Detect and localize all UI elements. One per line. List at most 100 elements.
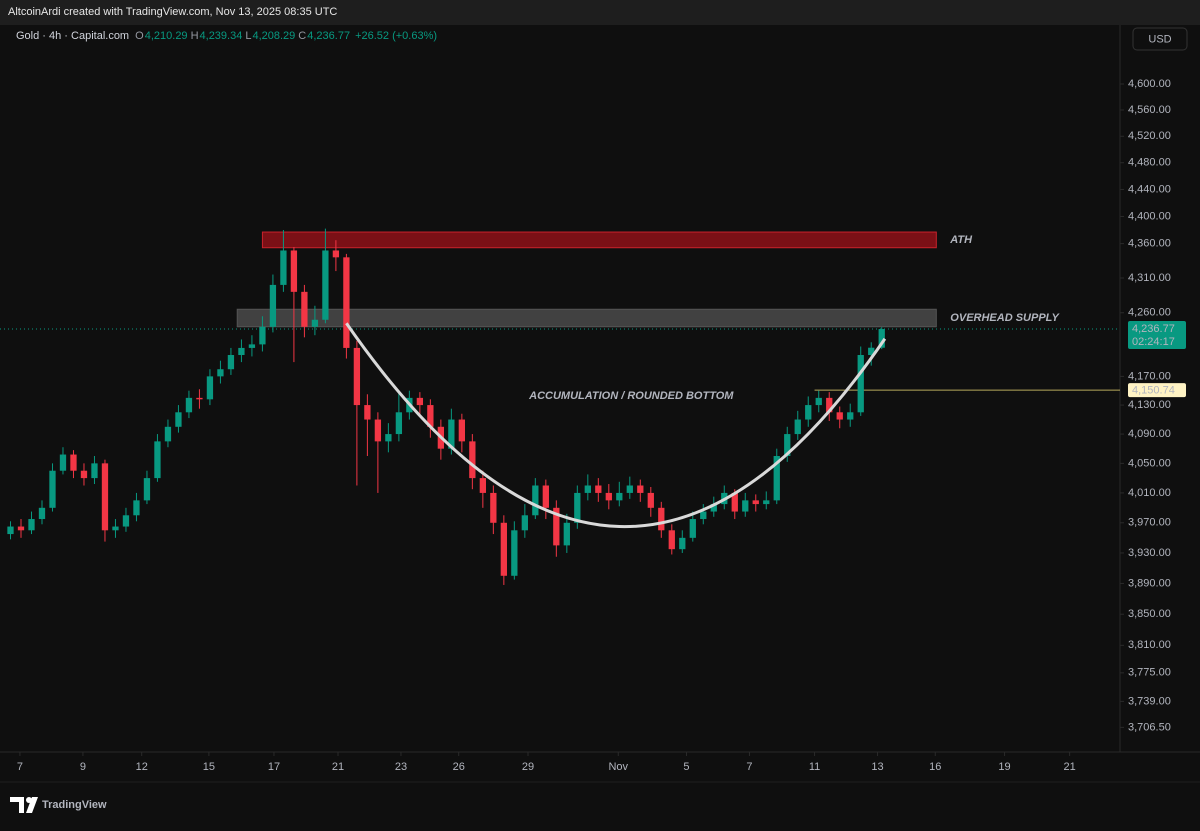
x-tick-label: 13 (871, 761, 883, 773)
candle-body (637, 485, 644, 493)
zone (236, 308, 937, 328)
candle-body (175, 412, 182, 427)
zone (261, 231, 937, 249)
candle-body (301, 291, 308, 327)
y-tick-label: 3,775.00 (1128, 667, 1171, 679)
candle-body (91, 463, 98, 479)
legend-value: 4,208.29 (252, 30, 296, 42)
candle-body (322, 250, 329, 320)
candle-body (616, 492, 623, 501)
candle-body (826, 397, 833, 413)
candle-body (217, 369, 224, 377)
candle-body (143, 478, 151, 501)
x-tick-label: 17 (268, 761, 280, 773)
y-tick-label: 3,850.00 (1128, 608, 1171, 620)
candle-body (679, 537, 686, 550)
candle-body (269, 284, 277, 327)
y-tick-label: 4,050.00 (1128, 457, 1171, 469)
x-tick-label: 26 (453, 761, 465, 773)
zone-label: OVERHEAD SUPPLY (950, 312, 1060, 324)
level-label: 4,150.74 (1132, 385, 1175, 397)
candle-body (763, 500, 770, 505)
candle-body (458, 419, 466, 442)
candle-body (511, 530, 518, 576)
candle-body (805, 405, 812, 420)
y-tick-label: 3,739.00 (1128, 695, 1171, 707)
y-tick-label: 3,810.00 (1128, 639, 1171, 651)
candle-body (595, 485, 602, 493)
candle-body (500, 522, 507, 576)
candle-body (49, 470, 56, 508)
candle-body (584, 485, 591, 493)
candle-body (710, 504, 717, 512)
candle-body (647, 492, 654, 508)
y-tick-label: 4,600.00 (1128, 78, 1171, 90)
candle-body (353, 347, 361, 406)
y-tick-label: 4,010.00 (1128, 487, 1171, 499)
y-tick-label: 4,260.00 (1128, 307, 1171, 319)
x-tick-label: 16 (929, 761, 941, 773)
x-tick-label: 11 (809, 761, 820, 773)
y-tick-label: 4,130.00 (1128, 399, 1171, 411)
candle-body (448, 419, 455, 449)
y-tick-label: 4,170.00 (1128, 370, 1171, 382)
candle-body (59, 454, 67, 471)
candle-body (689, 519, 696, 538)
x-tick-label: 9 (80, 761, 86, 773)
x-tick-label: 15 (203, 761, 215, 773)
candle-body (206, 376, 214, 400)
x-tick-label: 12 (136, 761, 148, 773)
y-tick-label: 4,440.00 (1128, 183, 1171, 195)
legend-key: O (135, 30, 144, 42)
brand-icon (10, 797, 38, 813)
symbol: Gold · 4h · Capital.com (16, 30, 130, 42)
candle-body (815, 397, 822, 406)
x-tick-label: 21 (1063, 761, 1075, 773)
legend-value: 4,239.34 (199, 30, 243, 42)
y-tick-label: 3,890.00 (1128, 577, 1171, 589)
candle-body (185, 397, 193, 413)
candle-body (290, 250, 298, 292)
candle-body (70, 454, 77, 471)
candle-body (101, 463, 109, 531)
y-tick-label: 4,310.00 (1128, 272, 1171, 284)
candle-body (857, 355, 864, 413)
currency-button[interactable] (1132, 27, 1188, 51)
candle-body (490, 492, 497, 523)
candle-body (259, 326, 266, 345)
candle-body (847, 412, 854, 420)
candle-body (626, 485, 633, 493)
candle-body (248, 344, 256, 348)
candle-body (238, 347, 245, 356)
candle-body (416, 397, 424, 406)
x-tick-label: 7 (746, 761, 752, 773)
legend-key: H (190, 30, 199, 42)
legend-value: 4,210.29 (144, 30, 188, 42)
legend-key: L (245, 30, 252, 42)
curve-label: ACCUMULATION / ROUNDED BOTTOM (528, 390, 734, 402)
candle-body (154, 441, 161, 479)
legend-key: C (298, 30, 307, 42)
candle-body (17, 526, 25, 531)
y-tick-label: 4,520.00 (1128, 130, 1171, 142)
candle-body (196, 397, 203, 400)
candle-body (521, 515, 528, 531)
countdown: 02:24:17 (1132, 336, 1175, 348)
x-tick-label: 21 (332, 761, 344, 773)
y-tick-label: 4,360.00 (1128, 238, 1171, 250)
candle-body (374, 419, 382, 442)
candle-body (553, 507, 560, 546)
currency[interactable]: USD (1148, 33, 1171, 45)
x-tick-label: 7 (17, 761, 23, 773)
candle-body (794, 419, 801, 435)
candle-body (542, 485, 549, 508)
candle-body (332, 250, 340, 258)
legend-value: 4,236.77 (307, 30, 351, 42)
y-tick-label: 4,090.00 (1128, 428, 1171, 440)
candle-body (80, 470, 88, 479)
candle-body (28, 519, 35, 531)
candle-body (164, 426, 172, 442)
legend-change: +26.52 (+0.63%) (355, 30, 438, 42)
